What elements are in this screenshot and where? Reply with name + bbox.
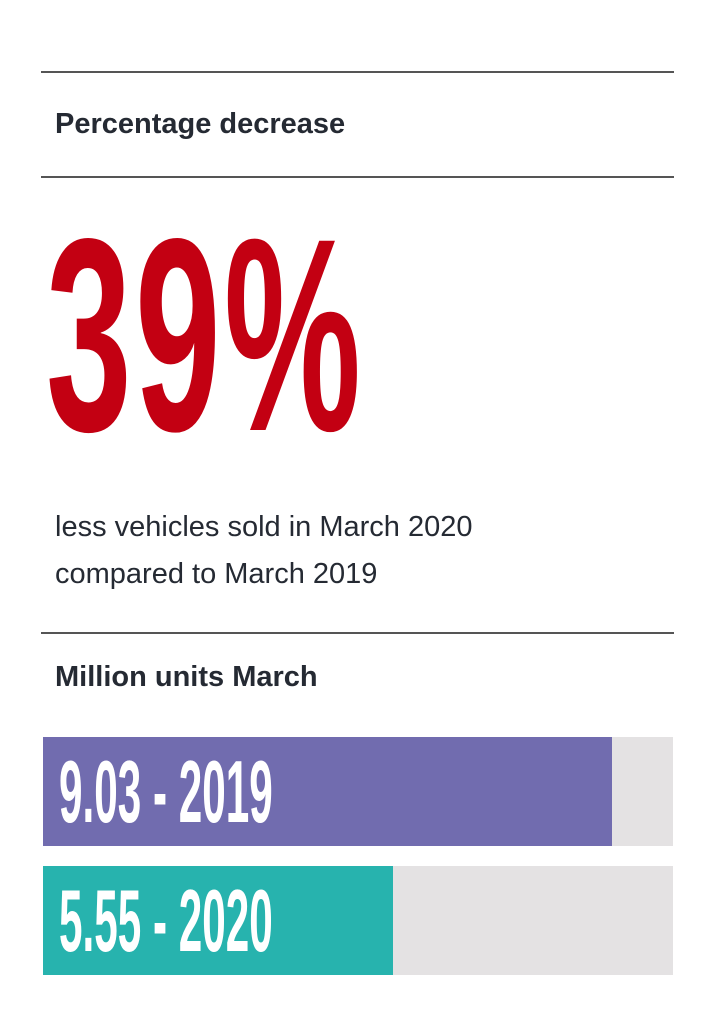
description-line-1: less vehicles sold in March 2020 [55, 511, 473, 543]
divider [41, 176, 674, 178]
bar-label-2019: 9.03 - 2019 [59, 742, 273, 841]
description-line-2: compared to March 2019 [55, 558, 378, 590]
bar-2019 [43, 737, 612, 846]
section-title-percentage: Percentage decrease [55, 108, 346, 140]
headline-percentage: 39% [46, 182, 365, 489]
divider-top [41, 71, 674, 73]
bar-label-2020: 5.55 - 2020 [59, 871, 273, 970]
bar-2020 [43, 866, 393, 975]
divider [41, 632, 674, 634]
chart-title: Million units March [55, 661, 318, 693]
description: less vehicles sold in March 2020 compare… [55, 504, 472, 598]
bar-track-2019: 9.03 - 2019 [43, 737, 673, 846]
bar-track-2020: 5.55 - 2020 [43, 866, 673, 975]
